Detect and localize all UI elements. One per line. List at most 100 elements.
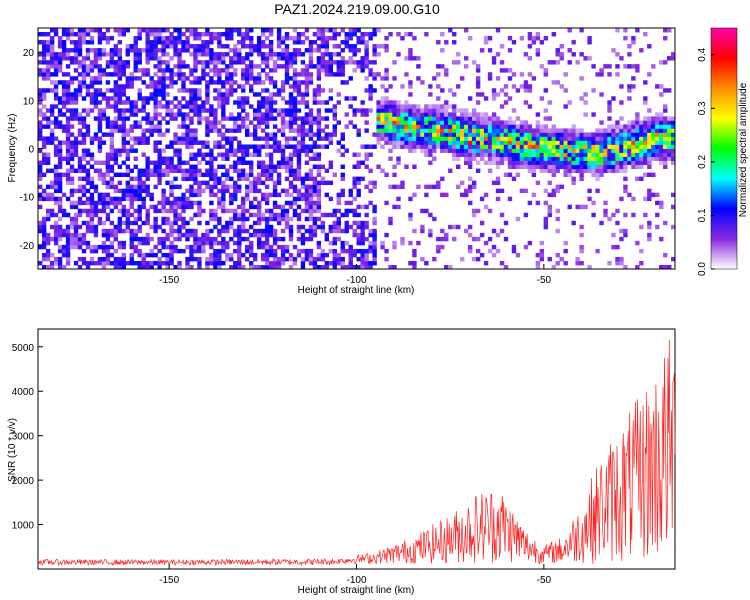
heatmap-cell	[45, 252, 51, 258]
heatmap-cell	[320, 144, 326, 149]
heatmap-cell	[579, 132, 584, 137]
heatmap-cell	[659, 112, 664, 117]
heatmap-cell	[101, 228, 107, 234]
heatmap-cell	[651, 128, 656, 133]
heatmap-cell	[416, 120, 421, 125]
heatmap-cell	[483, 124, 489, 129]
heatmap-cell	[213, 36, 218, 41]
heatmap-cell	[356, 248, 361, 254]
heatmap-cell	[495, 248, 501, 254]
heatmap-cell	[189, 140, 194, 145]
heatmap-cell	[213, 240, 218, 246]
heatmap-cell	[177, 204, 182, 210]
heatmap-cell	[292, 104, 298, 109]
heatmap-cell	[77, 36, 83, 41]
heatmap-cell	[193, 240, 198, 246]
heatmap-cell	[133, 244, 138, 250]
heatmap-cell	[41, 188, 47, 194]
heatmap-cell	[197, 208, 202, 214]
heatmap-cell	[133, 60, 138, 65]
heatmap-cell	[69, 32, 75, 37]
heatmap-cell	[205, 168, 210, 173]
heatmap-cell	[197, 104, 202, 109]
heatmap-cell	[213, 124, 218, 129]
heatmap-cell	[264, 192, 270, 198]
heatmap-cell	[133, 188, 138, 194]
heatmap-cell	[205, 260, 210, 266]
heatmap-cell	[213, 256, 218, 262]
heatmap-cell	[667, 156, 672, 161]
heatmap-cell	[340, 256, 345, 262]
heatmap-cell	[89, 60, 95, 65]
heatmap-cell	[432, 112, 437, 117]
heatmap-cell	[300, 184, 306, 190]
heatmap-cell	[292, 76, 298, 81]
heatmap-cell	[296, 168, 302, 173]
heatmap-cell	[268, 244, 274, 250]
heatmap-cell	[38, 228, 43, 234]
heatmap-cell	[125, 140, 130, 145]
heatmap-cell	[364, 144, 369, 149]
heatmap-cell	[555, 132, 560, 137]
heatmap-cell	[177, 64, 182, 69]
heatmap-cell	[137, 180, 142, 186]
heatmap-cell	[268, 264, 274, 270]
heatmap-cell	[177, 40, 182, 45]
heatmap-cell	[205, 172, 210, 178]
heatmap-cell	[49, 132, 55, 137]
heatmap-cell	[57, 108, 63, 113]
heatmap-cell	[440, 228, 445, 234]
heatmap-cell	[416, 140, 421, 145]
heatmap-cell	[125, 156, 130, 161]
heatmap-cell	[380, 100, 385, 105]
heatmap-cell	[272, 164, 278, 169]
heatmap-cell	[312, 264, 318, 270]
heatmap-cell	[563, 152, 568, 157]
heatmap-cell	[189, 200, 194, 206]
heatmap-cell	[93, 208, 99, 214]
heatmap-cell	[456, 144, 461, 149]
heatmap-cell	[507, 172, 513, 178]
heatmap-cell	[400, 36, 405, 41]
heatmap-cell	[547, 204, 552, 210]
heatmap-cell	[368, 32, 373, 37]
heatmap-cell	[539, 40, 545, 45]
heatmap-cell	[452, 140, 457, 145]
heatmap-cell	[511, 40, 517, 45]
heatmap-cell	[249, 160, 254, 165]
heatmap-cell	[193, 248, 198, 254]
heatmap-cell	[165, 100, 170, 105]
heatmap-cell	[229, 32, 234, 37]
heatmap-cell	[292, 36, 298, 41]
heatmap-cell	[507, 128, 513, 133]
heatmap-cell	[97, 32, 103, 37]
heatmap-cell	[607, 164, 612, 169]
heatmap-cell	[400, 112, 405, 117]
heatmap-cell	[213, 264, 218, 270]
heatmap-cell	[292, 40, 298, 45]
heatmap-cell	[392, 172, 397, 178]
heatmap-cell	[607, 64, 612, 69]
heatmap-cell	[368, 188, 373, 194]
heatmap-cell	[316, 56, 322, 61]
heatmap-cell	[169, 208, 174, 214]
heatmap-cell	[308, 236, 314, 242]
heatmap-cell	[85, 228, 91, 234]
heatmap-cell	[225, 36, 230, 41]
heatmap-cell	[316, 204, 322, 210]
heatmap-cell	[113, 204, 119, 210]
heatmap-cell	[368, 84, 373, 89]
heatmap-cell	[332, 32, 337, 37]
heatmap-cell	[49, 56, 55, 61]
heatmap-cell	[69, 216, 75, 222]
heatmap-cell	[380, 120, 385, 125]
heatmap-cell	[113, 64, 119, 69]
heatmap-cell	[121, 88, 126, 93]
heatmap-cell	[225, 76, 230, 81]
heatmap-cell	[396, 116, 401, 121]
heatmap-cell	[424, 132, 429, 137]
heatmap-cell	[444, 232, 449, 238]
heatmap-cell	[89, 180, 95, 186]
heatmap-cell	[460, 152, 465, 157]
heatmap-cell	[635, 64, 640, 69]
